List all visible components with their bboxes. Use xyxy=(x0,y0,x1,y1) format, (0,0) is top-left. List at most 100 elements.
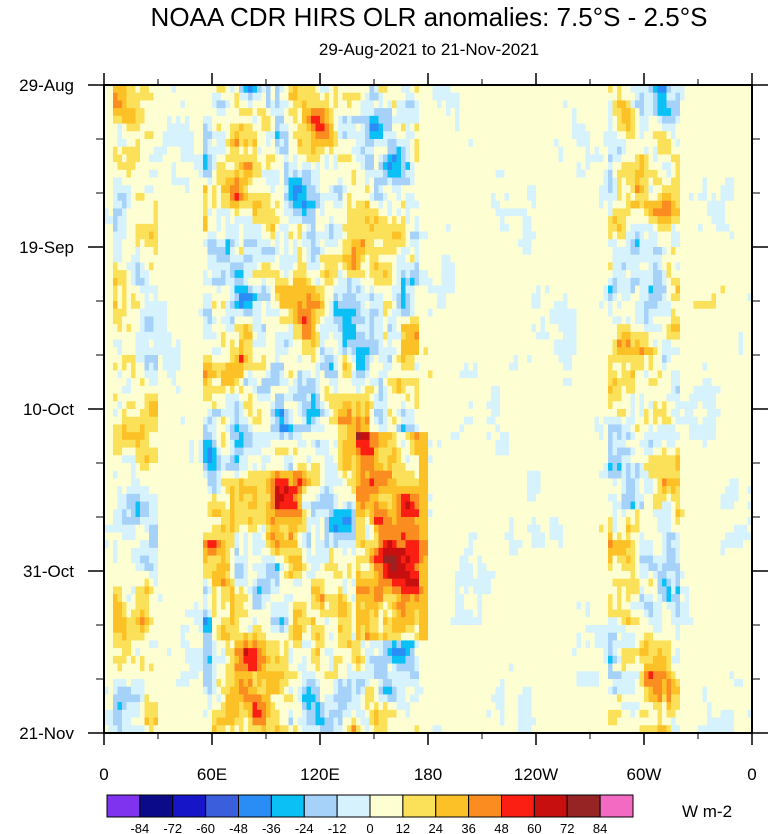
heatmap-cell xyxy=(639,115,645,125)
heatmap-cell xyxy=(266,254,272,264)
heatmap-cell xyxy=(635,162,641,171)
heatmap-cell xyxy=(612,108,618,117)
heatmap-cell xyxy=(693,85,699,94)
heatmap-cell xyxy=(518,247,524,256)
heatmap-cell xyxy=(464,254,470,264)
heatmap-cell xyxy=(207,123,213,132)
heatmap-cell xyxy=(342,254,348,264)
heatmap-cell xyxy=(513,139,519,148)
heatmap-cell xyxy=(131,339,137,348)
heatmap-cell xyxy=(117,285,123,294)
heatmap-cell xyxy=(702,146,708,156)
heatmap-cell xyxy=(356,285,362,294)
heatmap-cell xyxy=(504,262,510,271)
heatmap-cell xyxy=(275,162,281,171)
heatmap-cell xyxy=(693,324,699,333)
heatmap-cell xyxy=(716,146,722,156)
heatmap-cell xyxy=(270,216,276,225)
heatmap-cell xyxy=(234,200,240,210)
heatmap-cell xyxy=(198,301,204,310)
heatmap-cell xyxy=(468,208,474,217)
heatmap-cell xyxy=(693,154,699,163)
heatmap-cell xyxy=(167,185,173,194)
heatmap-cell xyxy=(387,92,393,102)
heatmap-cell xyxy=(306,285,312,294)
heatmap-cell xyxy=(702,108,708,117)
heatmap-cell xyxy=(491,146,497,156)
heatmap-cell xyxy=(729,115,735,125)
heatmap-cell xyxy=(648,146,654,156)
heatmap-cell xyxy=(396,139,402,148)
heatmap-cell xyxy=(239,100,245,109)
heatmap-cell xyxy=(504,208,510,217)
heatmap-cell xyxy=(414,285,420,294)
heatmap-cell xyxy=(473,162,479,171)
heatmap-cell xyxy=(171,308,177,318)
heatmap-cell xyxy=(468,308,474,318)
heatmap-cell xyxy=(360,162,366,171)
heatmap-cell xyxy=(297,301,303,310)
heatmap-cell xyxy=(113,316,119,325)
heatmap-cell xyxy=(626,301,632,310)
heatmap-cell xyxy=(189,277,195,287)
heatmap-cell xyxy=(216,347,222,356)
heatmap-cell xyxy=(446,254,452,264)
heatmap-cell xyxy=(423,254,429,264)
heatmap-cell xyxy=(252,154,258,163)
heatmap-cell xyxy=(585,308,591,318)
heatmap-cell xyxy=(122,162,128,171)
heatmap-cell xyxy=(387,131,393,140)
heatmap-cell xyxy=(351,239,357,248)
heatmap-cell xyxy=(104,347,110,356)
heatmap-cell xyxy=(297,146,303,156)
heatmap-cell xyxy=(104,154,110,163)
heatmap-cell xyxy=(581,262,587,271)
heatmap-cell xyxy=(459,339,465,348)
heatmap-cell xyxy=(734,324,740,333)
heatmap-cell xyxy=(648,231,654,240)
heatmap-cell xyxy=(374,301,380,310)
heatmap-cell xyxy=(216,285,222,294)
heatmap-cell xyxy=(131,200,137,210)
heatmap-cell xyxy=(644,162,650,171)
heatmap-cell xyxy=(117,254,123,264)
heatmap-cell xyxy=(401,208,407,217)
heatmap-cell xyxy=(486,92,492,102)
heatmap-cell xyxy=(162,177,168,186)
heatmap-cell xyxy=(279,200,285,210)
heatmap-cell xyxy=(284,308,290,318)
heatmap-cell xyxy=(212,123,218,132)
heatmap-cell xyxy=(383,92,389,102)
heatmap-cell xyxy=(198,324,204,333)
heatmap-cell xyxy=(482,270,488,279)
heatmap-cell xyxy=(225,208,231,217)
heatmap-cell xyxy=(356,169,362,179)
heatmap-cell xyxy=(212,154,218,163)
heatmap-cell xyxy=(221,277,227,287)
heatmap-cell xyxy=(513,339,519,348)
heatmap-cell xyxy=(108,100,114,109)
heatmap-cell xyxy=(441,108,447,117)
heatmap-cell xyxy=(707,185,713,194)
heatmap-cell xyxy=(743,123,749,132)
heatmap-cell xyxy=(450,293,456,302)
heatmap-cell xyxy=(603,216,609,225)
heatmap-cell xyxy=(621,239,627,248)
heatmap-cell xyxy=(725,193,731,202)
heatmap-cell xyxy=(333,293,339,302)
heatmap-cell xyxy=(527,208,533,217)
heatmap-cell xyxy=(549,223,555,233)
heatmap-cell xyxy=(153,177,159,186)
heatmap-cell xyxy=(216,123,222,132)
heatmap-cell xyxy=(419,301,425,310)
heatmap-cell xyxy=(437,324,443,333)
heatmap-cell xyxy=(419,324,425,333)
heatmap-cell xyxy=(176,262,182,271)
heatmap-cell xyxy=(356,301,362,310)
heatmap-cell xyxy=(405,177,411,186)
heatmap-cell xyxy=(693,162,699,171)
heatmap-cell xyxy=(126,108,132,117)
heatmap-cell xyxy=(594,339,600,348)
heatmap-cell xyxy=(522,262,528,271)
heatmap-cell xyxy=(729,316,735,325)
